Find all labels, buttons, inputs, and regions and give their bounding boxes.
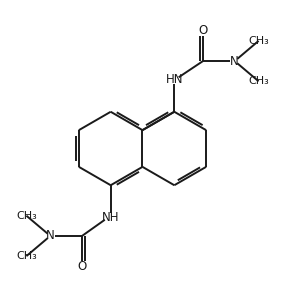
Text: NH: NH (102, 211, 119, 224)
Text: N: N (230, 55, 239, 68)
Text: CH₃: CH₃ (248, 76, 269, 86)
Text: CH₃: CH₃ (16, 251, 37, 261)
Text: HN: HN (166, 73, 183, 86)
Text: CH₃: CH₃ (248, 36, 269, 46)
Text: CH₃: CH₃ (16, 211, 37, 221)
Text: O: O (78, 260, 87, 273)
Text: O: O (198, 24, 207, 37)
Text: N: N (46, 229, 55, 242)
